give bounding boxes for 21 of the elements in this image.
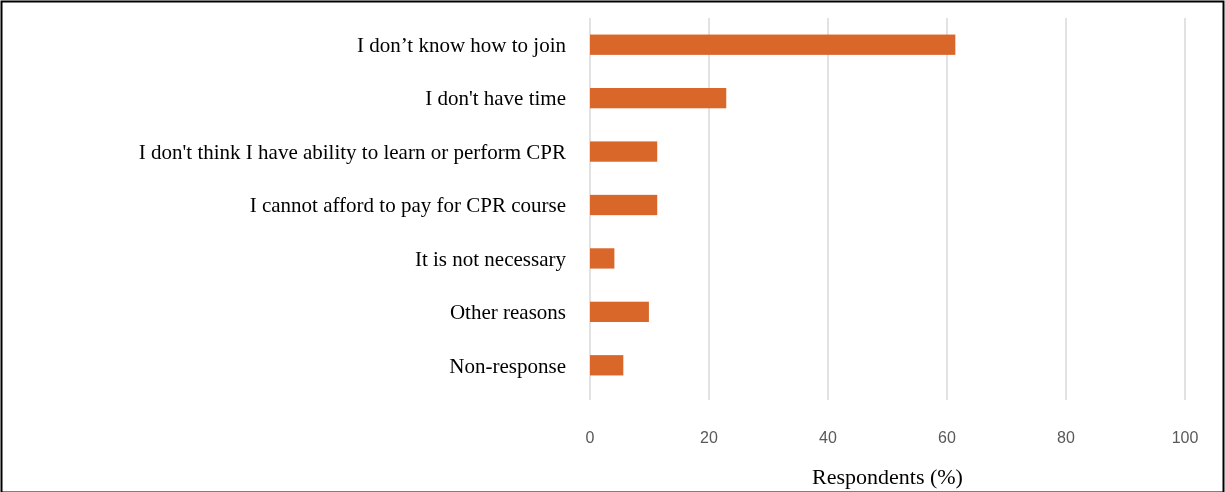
- bar: [590, 194, 658, 216]
- y-tick-label: It is not necessary: [414, 246, 567, 271]
- x-tick-label: 100: [1171, 429, 1199, 446]
- x-tick-label: 60: [938, 429, 956, 446]
- bar: [590, 141, 658, 162]
- y-tick-label: I cannot afford to pay for CPR course: [249, 193, 566, 218]
- x-axis-title: Respondents (%): [812, 464, 963, 489]
- bar: [590, 355, 624, 376]
- y-tick-label: I don't have time: [425, 86, 566, 111]
- bar: [590, 301, 649, 323]
- x-tick-label: 80: [1057, 429, 1075, 446]
- y-tick-label: I don’t know how to join: [356, 33, 567, 58]
- bar: [590, 34, 956, 55]
- y-tick-label: Non-response: [449, 353, 566, 378]
- bar: [590, 87, 727, 109]
- y-tick-label: I don't think I have ability to learn or perform CPR: [138, 139, 566, 164]
- x-tick-label: 20: [700, 429, 718, 446]
- y-tick-label: Other reasons: [449, 300, 566, 325]
- x-tick-label: 40: [819, 429, 837, 446]
- bar: [590, 248, 615, 269]
- x-tick-label: 0: [585, 429, 595, 446]
